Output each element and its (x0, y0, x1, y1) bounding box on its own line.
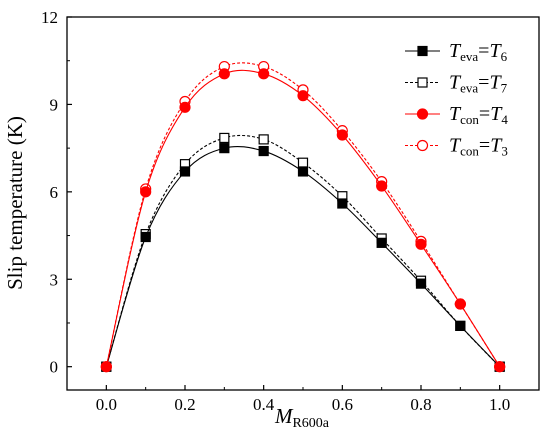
legend: Teva=T6 Teva=T7 Tcon=T4 Tcon=T3 (405, 40, 508, 159)
legend-label: Teva=T6 (449, 40, 508, 64)
legend-label: Tcon=T3 (449, 135, 508, 159)
data-point (336, 129, 348, 141)
series-4 (100, 60, 506, 373)
data-point (258, 68, 270, 80)
x-axis-label: MR600a (274, 404, 330, 431)
legend-item-3: Tcon=T4 (405, 103, 508, 127)
x-tick-label: 0.2 (174, 395, 195, 414)
x-tick-label: 0.0 (96, 395, 117, 414)
data-point (179, 101, 191, 113)
legend-marker (416, 139, 429, 152)
series-1 (101, 143, 505, 372)
y-tick-label: 0 (50, 358, 59, 377)
axes-ticks: 0.0 0.2 0.4 0.6 0.8 1.0 0 3 6 9 12 (41, 8, 540, 414)
data-point (219, 132, 230, 144)
legend-item-2: Teva=T7 (405, 72, 508, 96)
x-tick-label: 0.6 (332, 395, 353, 414)
data-point (376, 180, 388, 192)
series-line (105, 69, 501, 367)
x-axis-label-main: M (274, 404, 294, 428)
legend-label: Tcon=T4 (449, 103, 508, 127)
series-line (105, 145, 501, 368)
legend-item-4: Tcon=T3 (405, 135, 508, 159)
legend-marker (417, 77, 428, 88)
y-tick-label: 3 (50, 270, 59, 289)
x-axis-label-sub: R600a (292, 416, 329, 431)
legend-label: Teva=T7 (449, 72, 508, 96)
data-point (415, 238, 427, 250)
data-point (140, 186, 152, 198)
y-tick-label: 12 (41, 8, 58, 27)
x-tick-label: 1.0 (489, 395, 510, 414)
series-3 (100, 68, 506, 373)
data-point (455, 320, 466, 331)
data-point (337, 198, 348, 209)
x-tick-label: 0.4 (253, 395, 275, 414)
data-point (100, 361, 112, 373)
data-point (454, 298, 466, 310)
x-tick-label: 0.8 (410, 395, 431, 414)
series-layer (100, 60, 506, 373)
data-point (258, 134, 269, 145)
data-point (376, 237, 387, 248)
y-tick-label: 6 (50, 183, 59, 202)
data-point (179, 166, 191, 177)
data-point (218, 68, 230, 80)
y-tick-label: 9 (50, 95, 59, 114)
legend-marker (417, 45, 428, 57)
y-axis-label: Slip temperature (K) (3, 116, 27, 290)
series-line (105, 62, 501, 367)
data-point (297, 166, 309, 177)
data-point (297, 90, 309, 102)
data-point (258, 145, 269, 157)
data-point (140, 231, 151, 243)
data-point (219, 143, 230, 154)
legend-item-1: Teva=T6 (405, 40, 508, 64)
legend-marker (416, 108, 429, 120)
data-point (494, 361, 506, 373)
data-point (415, 278, 427, 289)
series-line (105, 134, 501, 368)
data-point (297, 157, 309, 168)
